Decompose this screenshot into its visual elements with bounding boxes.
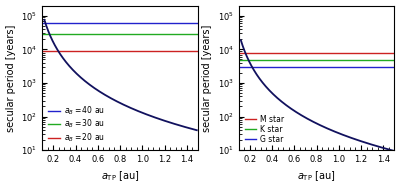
Legend: M star, K star, G star: M star, K star, G star [242,112,286,146]
Y-axis label: secular period [years]: secular period [years] [202,24,212,132]
Legend: $a_B = 40$ au, $a_B = 30$ au, $a_B = 20$ au: $a_B = 40$ au, $a_B = 30$ au, $a_B = 20$… [46,102,107,146]
X-axis label: $a_{\rm TP}$ [au]: $a_{\rm TP}$ [au] [101,170,139,184]
Y-axis label: secular period [years]: secular period [years] [6,24,16,132]
X-axis label: $a_{\rm TP}$ [au]: $a_{\rm TP}$ [au] [297,170,336,184]
